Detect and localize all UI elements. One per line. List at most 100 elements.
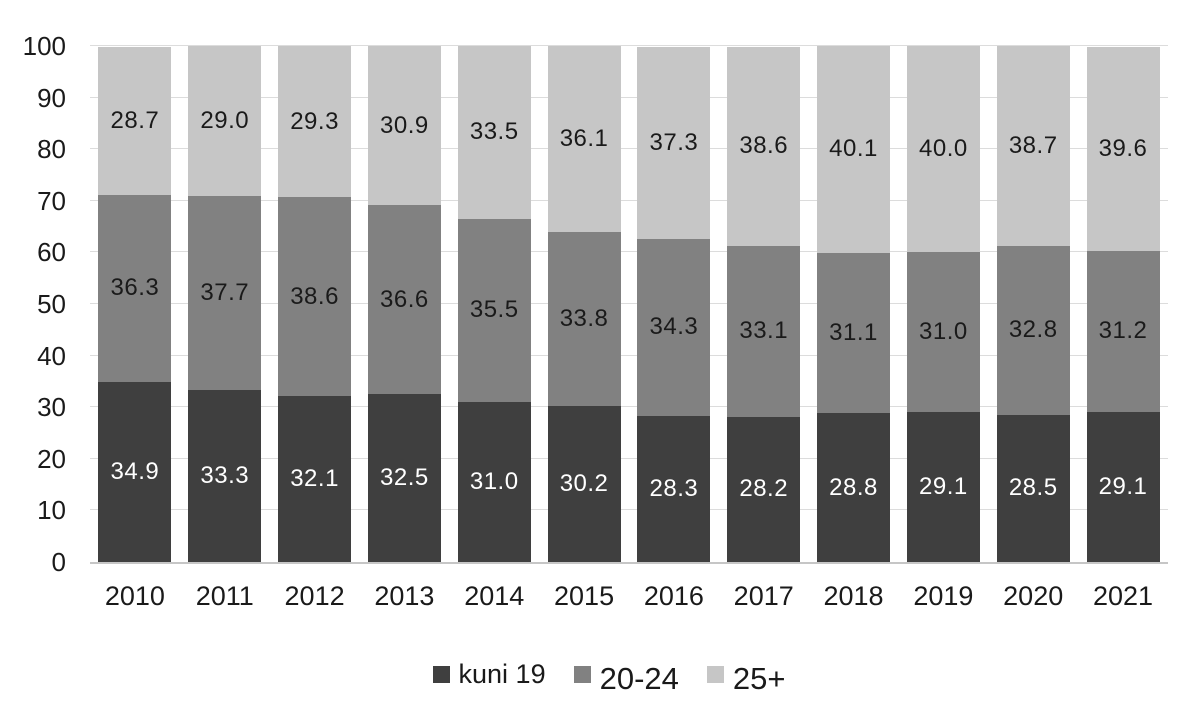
segment-kuni-19-2010: 34.9 xyxy=(98,381,172,562)
segment-value-label: 28.5 xyxy=(1008,474,1058,502)
bar-2016: 28.3 34.3 37.3 xyxy=(637,46,711,562)
x-axis-tick-label-2013: 2013 xyxy=(374,581,435,611)
segment-20-24-2013: 36.6 xyxy=(367,205,441,395)
bar-2010: 34.9 36.3 28.7 xyxy=(98,46,172,562)
bar-slot-2011: 33.3 37.7 29.0 xyxy=(180,46,270,562)
segment-value-label: 29.1 xyxy=(1098,472,1148,500)
segment-25+-2014: 33.5 xyxy=(457,46,531,219)
segment-20-24-2014: 35.5 xyxy=(457,218,531,403)
segment-value-label: 37.7 xyxy=(200,278,250,306)
segment-20-24-2012: 38.6 xyxy=(278,197,352,397)
segment-value-label: 38.7 xyxy=(1008,131,1058,159)
segment-value-label: 28.2 xyxy=(739,475,789,503)
bar-slot-2010: 34.9 36.3 28.7 xyxy=(90,46,180,562)
segment-value-label: 29.3 xyxy=(290,107,339,135)
bar-2015: 30.2 33.8 36.1 xyxy=(547,45,621,562)
legend-swatch-icon xyxy=(706,665,724,683)
gridline-30 xyxy=(90,406,1168,408)
segment-value-label: 38.6 xyxy=(290,282,339,310)
segment-20-24-2018: 31.1 xyxy=(817,252,891,414)
segment-value-label: 31.0 xyxy=(919,317,968,345)
x-axis-tick-label-2018: 2018 xyxy=(823,581,884,611)
legend-item-kuni-19: kuni 19 xyxy=(432,658,546,689)
segment-value-label: 34.9 xyxy=(110,457,160,485)
gridline-90 xyxy=(90,96,1168,98)
x-axis-tick-label-2011: 2011 xyxy=(195,581,254,611)
segment-value-label: 33.5 xyxy=(469,118,519,146)
segment-value-label: 28.8 xyxy=(829,473,878,501)
legend-swatch-icon xyxy=(573,665,591,683)
x-axis-tick-label-2016: 2016 xyxy=(643,581,704,611)
segment-value-label: 32.5 xyxy=(380,464,429,492)
segment-25+-2017: 38.6 xyxy=(727,46,801,246)
bar-slot-2019: 29.1 31.0 40.0 xyxy=(898,45,988,562)
segment-20-24-2010: 36.3 xyxy=(98,194,172,382)
segment-25+-2012: 29.3 xyxy=(278,46,352,198)
segment-kuni-19-2012: 32.1 xyxy=(278,396,352,562)
segment-value-label: 30.2 xyxy=(559,470,609,498)
segment-25+-2016: 37.3 xyxy=(637,46,711,239)
segment-value-label: 31.1 xyxy=(829,319,878,347)
legend-label: kuni 19 xyxy=(458,658,546,689)
segment-value-label: 33.8 xyxy=(559,304,609,332)
x-axis-tick-label-2012: 2012 xyxy=(284,581,345,611)
segment-value-label: 28.7 xyxy=(110,106,160,134)
segment-25+-2021: 39.6 xyxy=(1086,46,1160,251)
bar-slot-2018: 28.8 31.1 40.1 xyxy=(809,46,899,562)
bar-2020: 28.5 32.8 38.7 xyxy=(996,46,1070,562)
segment-kuni-19-2011: 33.3 xyxy=(188,390,262,562)
y-axis-tick-label-90: 90 xyxy=(37,82,66,113)
y-axis-tick-label-70: 70 xyxy=(37,185,66,216)
segment-value-label: 33.1 xyxy=(739,317,789,345)
legend-item-20-24: 20-24 xyxy=(573,659,679,694)
bar-slot-2017: 28.2 33.1 38.6 xyxy=(719,46,809,562)
legend-swatch-icon xyxy=(432,665,450,683)
segment-value-label: 30.9 xyxy=(380,111,429,139)
y-axis-tick-label-60: 60 xyxy=(37,237,66,268)
segment-value-label: 32.1 xyxy=(290,465,339,493)
segment-20-24-2021: 31.2 xyxy=(1086,250,1160,412)
gridline-40 xyxy=(90,354,1168,356)
segment-20-24-2017: 33.1 xyxy=(727,245,801,417)
x-axis-tick-label-2020: 2020 xyxy=(1003,581,1064,611)
gridline-10 xyxy=(90,509,1168,511)
segment-20-24-2015: 33.8 xyxy=(547,231,621,407)
segment-25+-2011: 29.0 xyxy=(188,46,262,196)
gridline-100 xyxy=(90,45,1168,46)
segment-value-label: 31.2 xyxy=(1098,317,1148,345)
gridlines-layer xyxy=(90,45,1168,562)
segment-20-24-2016: 34.3 xyxy=(637,239,711,416)
y-axis-tick-label-50: 50 xyxy=(37,289,66,319)
y-axis-tick-label-40: 40 xyxy=(37,340,66,371)
segment-kuni-19-2018: 28.8 xyxy=(817,413,891,562)
segment-value-label: 40.0 xyxy=(919,134,968,162)
bar-2021: 29.1 31.2 39.6 xyxy=(1086,46,1160,562)
segment-value-label: 31.0 xyxy=(469,468,519,496)
segment-value-label: 36.1 xyxy=(559,124,609,152)
segment-kuni-19-2017: 28.2 xyxy=(727,416,801,562)
bar-slot-2013: 32.5 36.6 30.9 xyxy=(359,46,449,562)
legend-item-25+: 25+ xyxy=(706,659,785,694)
y-axis-tick-label-100: 100 xyxy=(22,31,66,61)
y-axis-tick-label-20: 20 xyxy=(37,443,66,474)
bar-2019: 29.1 31.0 40.0 xyxy=(906,45,980,562)
segment-kuni-19-2015: 30.2 xyxy=(547,406,621,562)
x-axis: 2010 2011 2012 2013 2014 2015 2016 2017 2018 2019… xyxy=(90,580,1168,612)
x-axis-tick-label-2014: 2014 xyxy=(464,581,525,611)
x-axis-tick-label-2015: 2015 xyxy=(554,581,615,611)
segment-25+-2020: 38.7 xyxy=(996,46,1070,246)
bar-2013: 32.5 36.6 30.9 xyxy=(367,46,441,562)
segment-25+-2013: 30.9 xyxy=(367,46,441,206)
segment-value-label: 28.3 xyxy=(649,474,699,502)
bar-slot-2014: 31.0 35.5 33.5 xyxy=(449,46,539,562)
segment-value-label: 35.5 xyxy=(469,296,519,324)
bar-2011: 33.3 37.7 29.0 xyxy=(188,46,262,562)
y-axis-tick-label-30: 30 xyxy=(37,392,66,423)
legend: kuni 19 20-24 25+ xyxy=(0,652,1200,696)
segment-25+-2015: 36.1 xyxy=(547,45,621,232)
x-axis-tick-label-2021: 2021 xyxy=(1092,581,1154,611)
bar-slot-2020: 28.5 32.8 38.7 xyxy=(988,46,1078,562)
legend-label: 25+ xyxy=(732,660,786,696)
gridline-60 xyxy=(90,251,1168,253)
